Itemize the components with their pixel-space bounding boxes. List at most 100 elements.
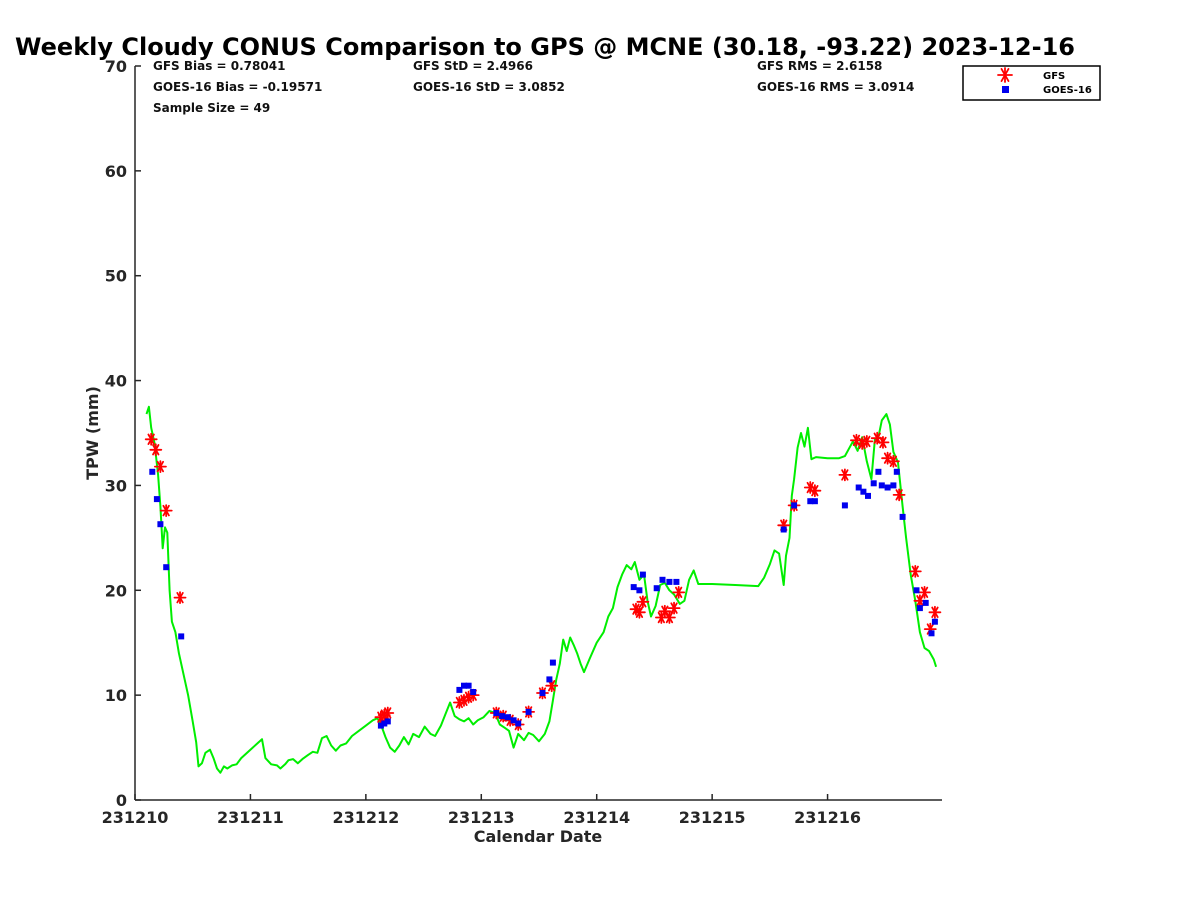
goes16-point — [811, 498, 818, 505]
gfs-point — [153, 460, 167, 474]
x-tick-label: 231212 — [332, 808, 399, 827]
sample-size-text: Sample Size = 49 — [153, 101, 270, 115]
goes16-point — [465, 682, 472, 689]
gfs-point — [892, 488, 906, 502]
gfs-point — [144, 432, 158, 446]
goes16-point — [890, 482, 897, 489]
x-tick-label: 231216 — [794, 808, 861, 827]
gfs-point — [672, 586, 686, 599]
gfs-point — [667, 601, 681, 615]
gfs-rms-text: GFS RMS = 2.6158 — [757, 59, 882, 73]
legend: GFS GOES-16 — [962, 65, 1101, 101]
goes16-point — [493, 710, 500, 716]
goes16-point — [630, 584, 637, 591]
goes16-point — [860, 488, 867, 495]
goes16-point — [163, 564, 170, 571]
gfs-point — [149, 443, 163, 457]
gfs-point — [887, 454, 900, 468]
gfs-point — [633, 605, 646, 619]
goes16-point — [893, 468, 900, 475]
goes16-point — [884, 484, 891, 491]
goes16-point — [381, 720, 388, 727]
gfs-point — [876, 435, 890, 449]
y-tick-label: 40 — [105, 372, 127, 391]
goes16-point — [461, 682, 467, 689]
gfs-point — [928, 605, 942, 619]
goes16-point — [659, 576, 666, 583]
goes16-point — [149, 468, 156, 475]
gfs-point — [808, 484, 822, 498]
goes16-point — [539, 690, 546, 696]
gps-line — [145, 405, 938, 774]
legend-goes16-label: GOES-16 — [1043, 85, 1092, 96]
axes: 0 10 20 30 40 50 60 70 231210 231211 231212 231213… — [102, 57, 942, 827]
goes16-point — [384, 718, 391, 725]
goes16-point — [653, 585, 660, 592]
goes16-point — [913, 587, 920, 594]
x-tick-label: 231214 — [563, 808, 630, 827]
x-tick-label: 231215 — [679, 808, 746, 827]
goes16-point — [780, 526, 787, 533]
gfs-std-text: GFS StD = 2.4966 — [413, 59, 533, 73]
goes16-point — [546, 676, 553, 683]
goes-bias-text: GOES-16 Bias = -0.19571 — [153, 80, 322, 94]
statistics-block: GFS Bias = 0.78041 GOES-16 Bias = -0.195… — [153, 59, 914, 115]
y-tick-label: 20 — [105, 581, 127, 600]
y-tick-label: 60 — [105, 162, 127, 181]
x-tick-label: 231211 — [217, 808, 284, 827]
goes16-point — [899, 513, 906, 520]
gfs-point — [173, 591, 187, 604]
chart-title: Weekly Cloudy CONUS Comparison to GPS @ … — [15, 33, 1075, 61]
gps-series — [145, 405, 938, 774]
goes16-point — [636, 587, 643, 594]
gfs-point — [374, 710, 388, 724]
x-tick-label: 231213 — [448, 808, 515, 827]
goes16-point — [157, 521, 164, 528]
gfs-point — [658, 604, 672, 618]
legend-gfs-marker — [997, 67, 1013, 83]
y-tick-label: 0 — [116, 791, 127, 810]
goes16-point — [916, 605, 923, 612]
y-tick-label: 30 — [105, 476, 127, 495]
legend-gfs-label: GFS — [1043, 71, 1065, 82]
gfs-point — [860, 434, 874, 448]
goes16-point — [639, 571, 646, 578]
goes16-point — [673, 578, 680, 585]
goes16-point — [499, 713, 506, 720]
goes16-point — [855, 484, 862, 491]
plot-area — [144, 405, 942, 774]
goes16-series — [149, 468, 938, 729]
y-tick-label: 50 — [105, 267, 127, 286]
gfs-series — [144, 431, 942, 731]
goes16-point — [515, 720, 522, 727]
goes16-point — [510, 717, 517, 724]
goes16-point — [928, 630, 935, 637]
y-axis-label: TPW (mm) — [83, 386, 102, 480]
goes16-point — [549, 659, 556, 666]
y-tick-label: 70 — [105, 57, 127, 76]
goes16-point — [504, 714, 511, 721]
gfs-point — [918, 586, 931, 599]
goes16-point — [878, 482, 885, 489]
goes16-point — [931, 618, 938, 625]
x-tick-label: 231210 — [102, 808, 169, 827]
gfs-bias-text: GFS Bias = 0.78041 — [153, 59, 285, 73]
gfs-point — [838, 468, 852, 482]
gfs-point — [636, 595, 650, 609]
goes16-point — [922, 599, 929, 606]
goes16-point — [875, 468, 882, 475]
y-ticks: 0 10 20 30 40 50 60 70 — [105, 57, 141, 810]
legend-box — [962, 65, 1101, 101]
gfs-point — [663, 611, 676, 624]
goes16-point — [470, 689, 477, 695]
x-axis-label: Calendar Date — [474, 827, 603, 846]
goes-std-text: GOES-16 StD = 3.0852 — [413, 80, 565, 94]
goes16-point — [525, 708, 532, 715]
goes16-point — [377, 722, 384, 729]
goes16-point — [807, 498, 814, 505]
gfs-point — [381, 706, 395, 720]
gfs-point — [159, 504, 173, 517]
y-tick-label: 10 — [105, 686, 127, 705]
goes16-point — [870, 480, 877, 487]
